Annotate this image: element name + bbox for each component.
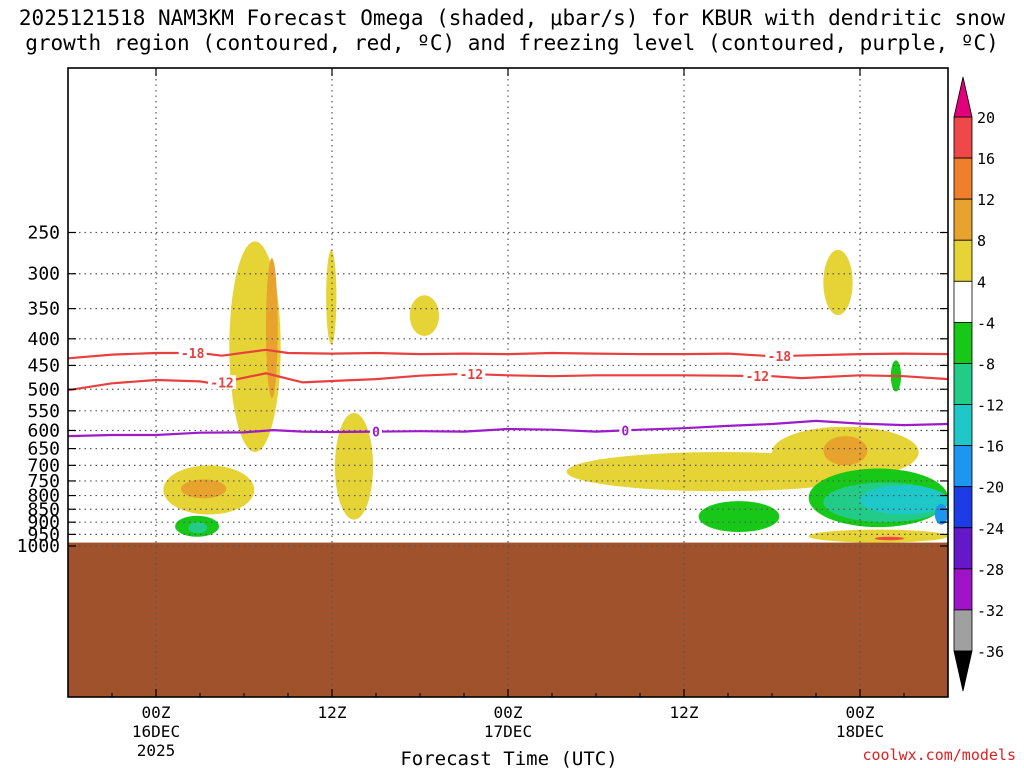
x-tick-label: 17DEC bbox=[484, 722, 532, 741]
y-tick-label: 1000 bbox=[17, 536, 60, 557]
colorbar-label: 16 bbox=[977, 150, 995, 168]
y-tick-label: 950 bbox=[27, 524, 60, 545]
omega-region-10 bbox=[823, 249, 853, 315]
omega-region-5 bbox=[180, 479, 227, 499]
colorbar-bin bbox=[953, 198, 973, 241]
y-axis: 2503003504004505005506006507007508008509… bbox=[17, 223, 948, 557]
contour-label-bg bbox=[743, 369, 772, 384]
colorbar-label: -36 bbox=[977, 643, 1004, 661]
colorbar-bin bbox=[953, 321, 973, 364]
contour-label: -18 bbox=[768, 350, 792, 365]
x-tick-label: 00Z bbox=[494, 703, 523, 722]
contour-label-bg bbox=[178, 346, 207, 361]
credit-link[interactable]: coolwx.com/models bbox=[862, 746, 1016, 764]
y-tick-label: 700 bbox=[27, 455, 60, 476]
omega-region-3 bbox=[334, 412, 374, 520]
x-tick-label: 00Z bbox=[142, 703, 171, 722]
omega-region-18 bbox=[860, 485, 948, 515]
terrain-shading bbox=[68, 542, 948, 697]
colorbar-bin bbox=[953, 609, 973, 652]
x-axis-label: Forecast Time (UTC) bbox=[400, 748, 617, 768]
omega-region-12 bbox=[874, 536, 904, 541]
y-tick-label: 350 bbox=[27, 299, 60, 320]
colorbar-bin bbox=[953, 157, 973, 200]
y-tick-label: 800 bbox=[27, 486, 60, 507]
contour-label: -12 bbox=[460, 368, 483, 383]
omega-region-15 bbox=[698, 501, 780, 533]
omega-region-14 bbox=[188, 522, 208, 534]
y-tick-label: 400 bbox=[27, 329, 60, 350]
y-tick-label: 750 bbox=[27, 471, 60, 492]
contour-label-bg bbox=[619, 423, 632, 438]
x-tick-label: 12Z bbox=[670, 703, 699, 722]
y-tick-label: 550 bbox=[27, 401, 60, 422]
contour-label-bg bbox=[208, 375, 236, 390]
contour-label-bg bbox=[765, 349, 794, 364]
contour-label: 0 bbox=[372, 426, 380, 441]
y-tick-label: 600 bbox=[27, 420, 60, 441]
colorbar-label: 12 bbox=[977, 191, 995, 209]
colorbar-label: 8 bbox=[977, 232, 986, 250]
contour-label: -12 bbox=[210, 376, 233, 391]
omega-region-9 bbox=[823, 436, 868, 466]
omega-region-11 bbox=[808, 529, 948, 543]
y-tick-label: 300 bbox=[27, 264, 60, 285]
colorbar-label: -20 bbox=[977, 479, 1004, 497]
colorbar-label: -12 bbox=[977, 397, 1004, 415]
colorbar-top-triangle bbox=[953, 76, 973, 118]
contour-layer: -18 -18 -12 -12 -12 0 0 bbox=[68, 346, 948, 441]
x-tick-label: 12Z bbox=[318, 703, 347, 722]
colorbar-bin bbox=[953, 568, 973, 611]
x-tick-label: 18DEC bbox=[836, 722, 884, 741]
gridlines bbox=[68, 68, 948, 697]
omega-region-6 bbox=[409, 295, 440, 336]
contour-line bbox=[68, 372, 948, 392]
omega-region-19 bbox=[934, 503, 948, 525]
contour-label: -18 bbox=[181, 347, 205, 362]
y-tick-label: 650 bbox=[27, 439, 60, 460]
contour-label: -12 bbox=[746, 370, 769, 385]
colorbar-bin bbox=[953, 239, 973, 282]
contour-label-bg bbox=[370, 424, 382, 439]
colorbar-label: -8 bbox=[977, 355, 995, 373]
y-tick-label: 500 bbox=[27, 379, 60, 400]
colorbar-label: -16 bbox=[977, 438, 1004, 456]
colorbar-label: -4 bbox=[977, 314, 995, 332]
y-tick-label: 250 bbox=[27, 223, 60, 244]
colorbar-label: -32 bbox=[977, 602, 1004, 620]
colorbar-bin bbox=[953, 116, 973, 159]
contour-label-bg bbox=[457, 367, 486, 382]
colorbar-bin bbox=[953, 445, 973, 488]
y-tick-label: 850 bbox=[27, 499, 60, 520]
contour-label: 0 bbox=[621, 424, 629, 439]
chart-title-line-2: growth region (contoured, red, ºC) and f… bbox=[25, 31, 999, 55]
colorbar-bin bbox=[953, 527, 973, 570]
colorbar-bin bbox=[953, 363, 973, 405]
colorbar-label: -28 bbox=[977, 561, 1004, 579]
chart-title-line-1: 2025121518 NAM3KM Forecast Omega (shaded… bbox=[18, 6, 1006, 30]
contour-line bbox=[68, 419, 948, 438]
x-tick-label: 2025 bbox=[137, 741, 176, 760]
colorbar-bottom-triangle bbox=[953, 650, 973, 692]
x-tick-label: 16DEC bbox=[132, 722, 180, 741]
colorbar-bin bbox=[953, 404, 973, 447]
colorbar: 20 16 12 8 4 -4 -8 -12 -16 -20 -24 -28 -32 -36 bbox=[953, 76, 1004, 692]
x-tick-label: 00Z bbox=[846, 703, 875, 722]
omega-shading-layer bbox=[68, 241, 948, 697]
chart-title: 2025121518 NAM3KM Forecast Omega (shaded… bbox=[0, 6, 1024, 56]
contour-line bbox=[68, 348, 948, 360]
omega-region-1 bbox=[266, 258, 278, 399]
y-tick-label: 450 bbox=[27, 355, 60, 376]
colorbar-label: 20 bbox=[977, 109, 995, 127]
colorbar-label: 4 bbox=[977, 273, 986, 291]
omega-region-2 bbox=[326, 249, 337, 345]
y-tick-label: 900 bbox=[27, 512, 60, 533]
colorbar-label: -24 bbox=[977, 520, 1004, 538]
colorbar-bin bbox=[953, 486, 973, 529]
colorbar-bin bbox=[953, 280, 973, 323]
